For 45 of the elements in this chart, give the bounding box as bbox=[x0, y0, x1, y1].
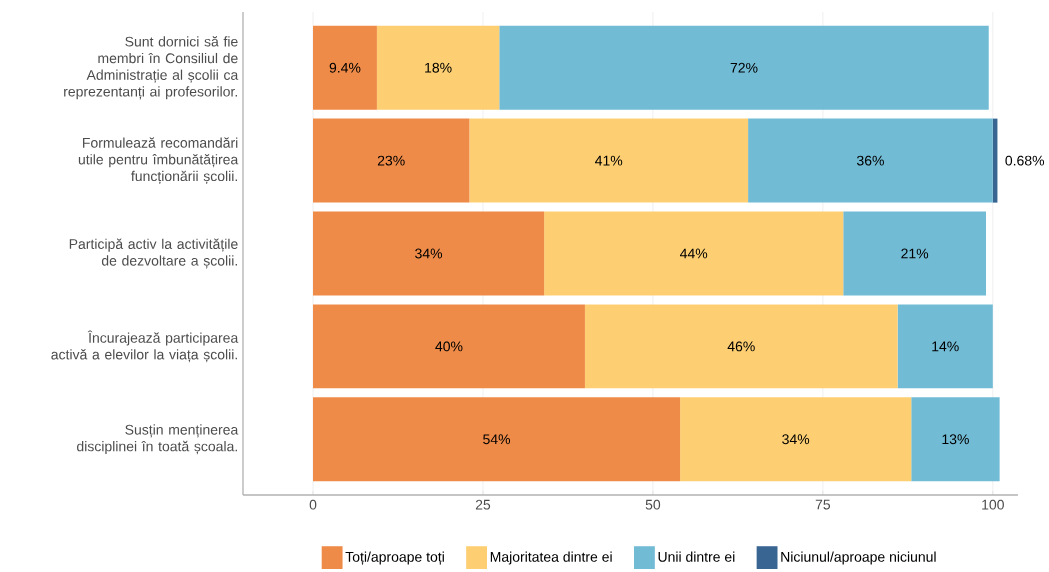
legend-label: Majoritatea dintre ei bbox=[490, 551, 612, 565]
bar bbox=[843, 211, 987, 296]
data-label: 14% bbox=[932, 341, 959, 352]
data-label: 36% bbox=[856, 155, 884, 166]
data-label: 13% bbox=[942, 434, 969, 445]
bar bbox=[313, 304, 585, 389]
y-tick-label: Formulează recomandări utile pentru îmbunătățirea funcționării școlii. bbox=[78, 137, 239, 185]
legend-label: Unii dintre ei bbox=[658, 551, 735, 562]
data-label: 21% bbox=[901, 248, 929, 259]
data-label: 23% bbox=[377, 155, 405, 166]
bar bbox=[313, 397, 681, 482]
x-tick-label: 0 bbox=[309, 499, 317, 510]
bar bbox=[376, 25, 500, 110]
y-tick-label: Sunt dornici să fie membri în Consiliul de Administrație al școlii ca reprezentanți ai profesorilor. bbox=[64, 36, 239, 100]
y-tick-label: Susțin menținerea disciplinei în toată școala. bbox=[77, 424, 239, 455]
x-tick-label: 25 bbox=[475, 499, 491, 510]
data-label: 0.68% bbox=[1005, 155, 1045, 166]
bar bbox=[584, 304, 898, 389]
data-label: 41% bbox=[595, 155, 623, 166]
data-label: 40% bbox=[435, 341, 463, 352]
bar bbox=[469, 118, 749, 203]
legend-label: Niciunul/aproape niciunul bbox=[781, 551, 936, 565]
bar bbox=[897, 304, 993, 389]
bar bbox=[680, 397, 912, 482]
bar bbox=[748, 118, 993, 203]
data-label: 44% bbox=[680, 248, 708, 259]
data-label: 34% bbox=[782, 434, 810, 445]
data-label: 18% bbox=[425, 62, 452, 73]
bar bbox=[911, 397, 1000, 482]
data-label: 34% bbox=[415, 248, 443, 259]
legend-label: Toți/aproape toți bbox=[345, 551, 444, 565]
bar bbox=[313, 25, 377, 110]
data-label: 9.4% bbox=[329, 62, 361, 73]
bar bbox=[313, 118, 470, 203]
data-label: 72% bbox=[730, 62, 758, 73]
data-label: 46% bbox=[727, 341, 755, 352]
x-tick-label: 100 bbox=[982, 499, 1004, 510]
data-label: 54% bbox=[483, 434, 511, 445]
y-tick-label: Participă activ la activitățile de dezvoltare a școlii. bbox=[69, 238, 238, 269]
bar bbox=[544, 211, 844, 296]
bar bbox=[313, 211, 545, 296]
bar bbox=[499, 25, 989, 110]
y-tick-label: Încurajează participarea activă a elevilor la viața școlii. bbox=[51, 330, 239, 363]
x-tick-label: 50 bbox=[645, 499, 661, 510]
x-tick-label: 75 bbox=[815, 499, 831, 510]
